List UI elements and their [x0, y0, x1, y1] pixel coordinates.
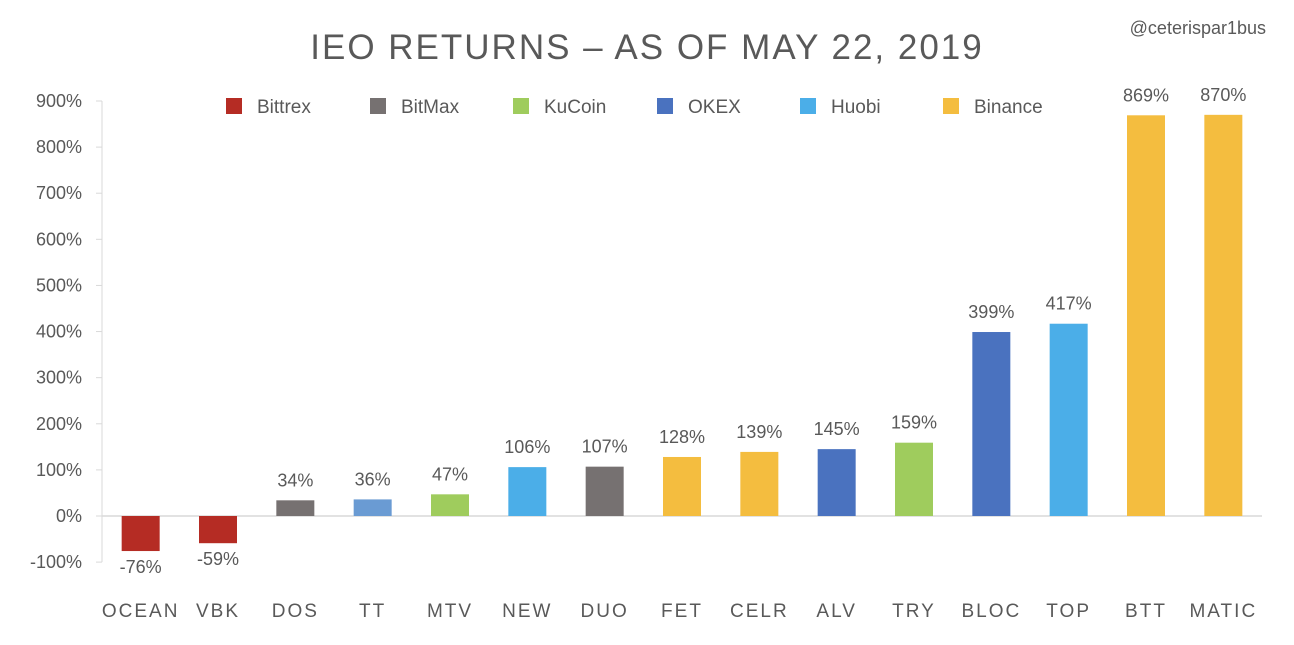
data-label: 417%: [1046, 294, 1092, 314]
data-label: 47%: [432, 464, 468, 484]
data-label: -76%: [120, 557, 162, 577]
x-tick-label: DUO: [581, 601, 629, 622]
data-label: 159%: [891, 413, 937, 433]
data-label: 139%: [736, 422, 782, 442]
legend-swatch-binance: [943, 98, 959, 114]
legend-swatch-huobi: [800, 98, 816, 114]
legend-swatch-bittrex: [226, 98, 242, 114]
x-tick-label: TOP: [1046, 601, 1091, 622]
data-label: 34%: [277, 470, 313, 490]
bar-btt: [1127, 115, 1165, 517]
y-tick-label: 500%: [36, 275, 82, 295]
x-tick-label: CELR: [730, 601, 789, 622]
legend-label: Bittrex: [257, 97, 311, 118]
x-tick-label: BTT: [1125, 601, 1167, 622]
legend-swatch-bitmax: [370, 98, 386, 114]
bar-alv: [817, 449, 856, 516]
bar-try: [895, 442, 933, 516]
x-tick-label: VBK: [196, 601, 240, 622]
bar-fet: [663, 456, 701, 516]
bar-top: [1049, 323, 1088, 516]
bar-dos: [276, 500, 315, 516]
legend-swatch-okex: [657, 98, 673, 114]
bar-ocean: [121, 516, 160, 552]
y-tick-label: 900%: [36, 91, 82, 111]
data-label: 145%: [814, 419, 860, 439]
y-tick-label: 200%: [36, 414, 82, 434]
x-tick-label: TT: [359, 601, 386, 622]
data-label: 106%: [504, 437, 550, 457]
x-tick-label: FET: [661, 601, 703, 622]
legend-label: OKEX: [688, 97, 741, 118]
y-tick-label: 400%: [36, 322, 82, 342]
legend-swatch-kucoin: [513, 98, 529, 114]
y-tick-label: 0%: [56, 506, 82, 526]
x-tick-label: DOS: [272, 601, 319, 622]
bar-tt: [353, 499, 392, 516]
y-tick-label: 700%: [36, 183, 82, 203]
bar-matic: [1204, 114, 1243, 516]
x-tick-label: OCEAN: [102, 601, 180, 622]
y-tick-label: 300%: [36, 368, 82, 388]
bar-new: [508, 467, 547, 516]
y-tick-label: -100%: [30, 552, 82, 572]
bar-mtv: [431, 494, 469, 516]
x-tick-label: BLOC: [961, 601, 1021, 622]
x-tick-label: ALV: [816, 601, 857, 622]
y-tick-label: 100%: [36, 460, 82, 480]
data-label: 128%: [659, 427, 705, 447]
bar-celr: [740, 451, 779, 516]
data-label: 399%: [968, 302, 1014, 322]
chart-title: IEO RETURNS – AS OF MAY 22, 2019: [310, 28, 984, 67]
data-label: -59%: [197, 549, 239, 569]
legend-label: Binance: [974, 97, 1043, 118]
legend-label: Huobi: [831, 97, 881, 118]
legend-label: BitMax: [401, 97, 460, 118]
data-label: 869%: [1123, 85, 1169, 105]
x-tick-label: TRY: [892, 601, 936, 622]
bar-vbk: [199, 516, 237, 544]
data-label: 36%: [355, 469, 391, 489]
data-label: 107%: [582, 437, 628, 457]
watermark-handle: @ceterispar1bus: [1129, 18, 1266, 38]
y-tick-label: 800%: [36, 137, 82, 157]
legend-label: KuCoin: [544, 97, 606, 118]
x-tick-label: MTV: [427, 601, 473, 622]
bar-duo: [585, 466, 624, 516]
bar-bloc: [972, 332, 1011, 516]
x-tick-label: MATIC: [1189, 601, 1257, 622]
data-label: 870%: [1200, 85, 1246, 105]
x-tick-label: NEW: [502, 601, 552, 622]
y-tick-label: 600%: [36, 229, 82, 249]
